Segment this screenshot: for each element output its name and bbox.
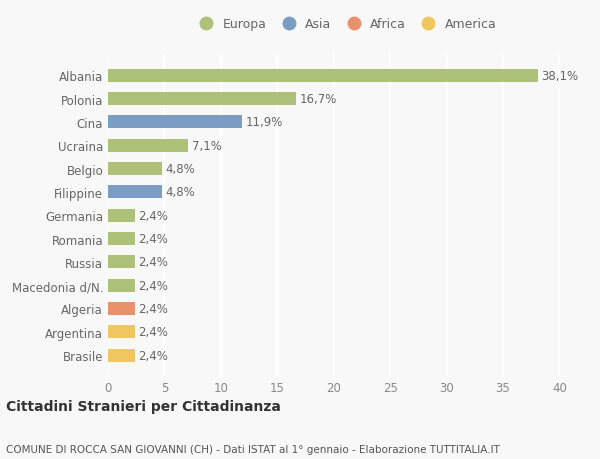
Bar [108,116,242,129]
Bar [108,233,135,246]
Text: 16,7%: 16,7% [300,93,337,106]
Bar [108,326,135,338]
Bar [108,279,135,292]
Text: 2,4%: 2,4% [139,325,169,339]
Bar [108,186,162,199]
Bar [108,163,162,176]
Text: 2,4%: 2,4% [139,279,169,292]
Bar [108,140,188,152]
Text: 2,4%: 2,4% [139,256,169,269]
Text: 11,9%: 11,9% [245,116,283,129]
Text: 4,8%: 4,8% [166,186,196,199]
Bar [108,209,135,222]
Text: COMUNE DI ROCCA SAN GIOVANNI (CH) - Dati ISTAT al 1° gennaio - Elaborazione TUTT: COMUNE DI ROCCA SAN GIOVANNI (CH) - Dati… [6,444,500,454]
Text: 2,4%: 2,4% [139,233,169,246]
Bar [108,93,296,106]
Bar [108,302,135,315]
Bar [108,256,135,269]
Legend: Europa, Asia, Africa, America: Europa, Asia, Africa, America [188,13,502,36]
Text: 4,8%: 4,8% [166,162,196,176]
Text: 2,4%: 2,4% [139,349,169,362]
Bar [108,70,538,83]
Text: 38,1%: 38,1% [541,70,578,83]
Text: Cittadini Stranieri per Cittadinanza: Cittadini Stranieri per Cittadinanza [6,399,281,413]
Bar [108,349,135,362]
Text: 2,4%: 2,4% [139,209,169,222]
Text: 7,1%: 7,1% [191,140,221,152]
Text: 2,4%: 2,4% [139,302,169,315]
